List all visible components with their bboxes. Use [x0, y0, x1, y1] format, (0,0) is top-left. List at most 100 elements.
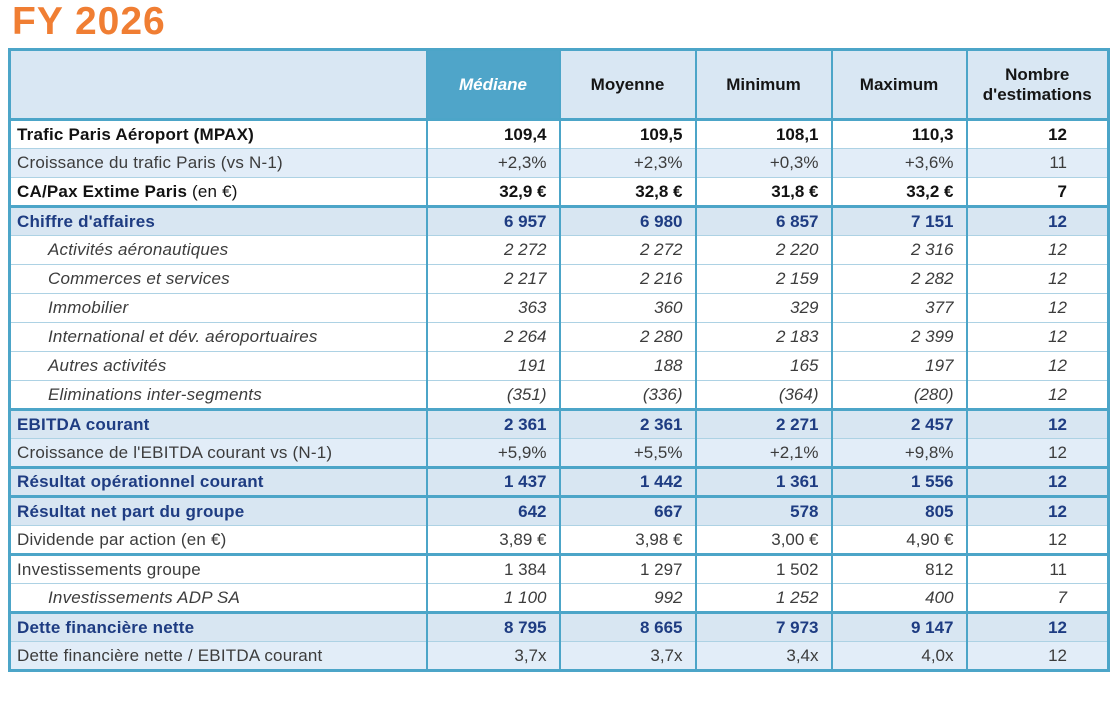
value-cell: 2 183	[694, 322, 833, 352]
value-cell: (364)	[694, 380, 833, 410]
value-cell: 992	[558, 583, 697, 613]
value-cell: 3,7x	[558, 641, 697, 671]
row-label-cell: Immobilier	[8, 293, 428, 323]
row-label-cell: Dette financière nette / EBITDA courant	[8, 641, 428, 671]
value-cell: 1 556	[830, 466, 968, 497]
count-cell: 11	[965, 148, 1110, 178]
value-cell: +5,5%	[558, 438, 697, 468]
header-minimum: Minimum	[694, 49, 833, 121]
header-moyenne: Moyenne	[558, 49, 697, 121]
value-cell: 32,8 €	[558, 177, 697, 207]
value-cell: 2 272	[425, 235, 561, 265]
value-cell: 7 973	[694, 611, 833, 642]
count-cell: 12	[965, 495, 1110, 526]
value-cell: 2 457	[830, 408, 968, 439]
row-label-cell: Trafic Paris Aéroport (MPAX)	[8, 119, 428, 149]
value-cell: 32,9 €	[425, 177, 561, 207]
row-label: Dividende par action (en €)	[17, 529, 227, 549]
value-cell: 1 437	[425, 466, 561, 497]
count-cell: 12	[965, 205, 1110, 236]
value-cell: (280)	[830, 380, 968, 410]
table-row: Activités aéronautiques 2 272 2 272 2 22…	[8, 235, 1110, 265]
count-cell: 12	[965, 525, 1110, 555]
value-cell: 31,8 €	[694, 177, 833, 207]
value-cell: 2 217	[425, 264, 561, 294]
value-cell: 3,89 €	[425, 525, 561, 555]
count-cell: 12	[965, 380, 1110, 410]
value-cell: 6 957	[425, 205, 561, 236]
count-cell: 12	[965, 119, 1110, 149]
table-row: Commerces et services 2 217 2 216 2 159 …	[8, 264, 1110, 294]
row-label: Activités aéronautiques	[48, 240, 229, 259]
count-cell: 12	[965, 611, 1110, 642]
value-cell: 812	[830, 553, 968, 584]
row-label: Croissance de l'EBITDA courant vs (N-1)	[17, 442, 333, 462]
header-row: Médiane Moyenne Minimum Maximum Nombre d…	[8, 49, 1110, 121]
value-cell: 110,3	[830, 119, 968, 149]
count-cell: 12	[965, 264, 1110, 294]
row-label: Commerces et services	[48, 269, 230, 288]
row-label: Investissements ADP SA	[48, 587, 241, 607]
value-cell: 360	[558, 293, 697, 323]
value-cell: 1 297	[558, 553, 697, 584]
table-row: Dette financière nette / EBITDA courant …	[8, 641, 1110, 671]
row-label-cell: Commerces et services	[8, 264, 428, 294]
count-cell: 12	[965, 322, 1110, 352]
value-cell: 2 272	[558, 235, 697, 265]
header-mediane: Médiane	[425, 49, 561, 121]
table-row: Dette financière nette 8 795 8 665 7 973…	[8, 611, 1110, 642]
value-cell: 191	[425, 351, 561, 381]
row-label-cell: Chiffre d'affaires	[8, 205, 428, 236]
value-cell: 805	[830, 495, 968, 526]
value-cell: 3,4x	[694, 641, 833, 671]
value-cell: 1 252	[694, 583, 833, 613]
table-row: Trafic Paris Aéroport (MPAX) 109,4 109,5…	[8, 119, 1110, 149]
value-cell: 2 361	[425, 408, 561, 439]
row-label-cell: EBITDA courant	[8, 408, 428, 439]
table-row: Dividende par action (en €) 3,89 € 3,98 …	[8, 525, 1110, 555]
value-cell: +2,3%	[558, 148, 697, 178]
row-label: CA/Pax Extime Paris	[17, 181, 188, 201]
value-cell: 2 316	[830, 235, 968, 265]
value-cell: 377	[830, 293, 968, 323]
count-cell: 11	[965, 553, 1110, 584]
value-cell: 109,5	[558, 119, 697, 149]
estimates-table: Médiane Moyenne Minimum Maximum Nombre d…	[8, 48, 1110, 672]
value-cell: 108,1	[694, 119, 833, 149]
count-cell: 12	[965, 641, 1110, 671]
value-cell: 2 159	[694, 264, 833, 294]
value-cell: 7 151	[830, 205, 968, 236]
header-nombre-estimations: Nombre d'estimations	[965, 49, 1110, 121]
row-label-cell: Résultat net part du groupe	[8, 495, 428, 526]
table-row: Immobilier 363 360 329 377 12	[8, 293, 1110, 323]
table-row: Investissements groupe 1 384 1 297 1 502…	[8, 553, 1110, 584]
header-blank-cell	[8, 49, 428, 121]
row-label: Chiffre d'affaires	[17, 211, 156, 231]
row-label-cell: Croissance du trafic Paris (vs N-1)	[8, 148, 428, 178]
table-row: Eliminations inter-segments (351) (336) …	[8, 380, 1110, 410]
count-cell: 7	[965, 583, 1110, 613]
value-cell: 2 220	[694, 235, 833, 265]
row-label: Croissance du trafic Paris (vs N-1)	[17, 153, 283, 172]
row-label-cell: Croissance de l'EBITDA courant vs (N-1)	[8, 438, 428, 468]
value-cell: 3,98 €	[558, 525, 697, 555]
header-maximum: Maximum	[830, 49, 968, 121]
row-label: Eliminations inter-segments	[48, 384, 262, 404]
row-label-cell: Investissements groupe	[8, 553, 428, 584]
row-label: Investissements groupe	[17, 559, 201, 579]
table-row: Autres activités 191 188 165 197 12	[8, 351, 1110, 381]
value-cell: 109,4	[425, 119, 561, 149]
row-label: Trafic Paris Aéroport (MPAX)	[17, 124, 255, 144]
value-cell: 1 384	[425, 553, 561, 584]
table-row: Croissance de l'EBITDA courant vs (N-1) …	[8, 438, 1110, 468]
value-cell: +2,3%	[425, 148, 561, 178]
table-row: Résultat net part du groupe 642 667 578 …	[8, 495, 1110, 526]
table-row: Chiffre d'affaires 6 957 6 980 6 857 7 1…	[8, 205, 1110, 236]
table-header: Médiane Moyenne Minimum Maximum Nombre d…	[8, 49, 1110, 121]
row-label-cell: Dette financière nette	[8, 611, 428, 642]
table-row: CA/Pax Extime Paris (en €) 32,9 € 32,8 €…	[8, 177, 1110, 207]
value-cell: 2 280	[558, 322, 697, 352]
value-cell: 9 147	[830, 611, 968, 642]
count-cell: 12	[965, 408, 1110, 439]
row-label-cell: International et dév. aéroportuaires	[8, 322, 428, 352]
